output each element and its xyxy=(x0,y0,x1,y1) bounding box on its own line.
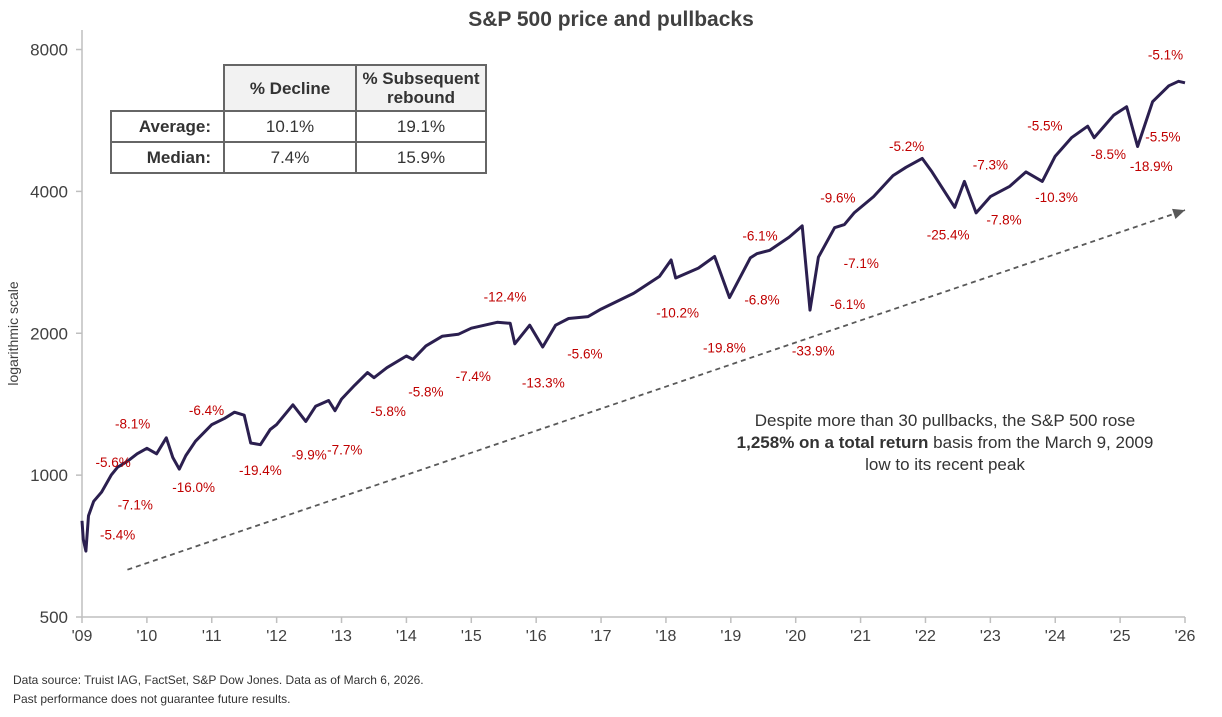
pullback-label: -33.9% xyxy=(792,343,835,358)
x-tick-label: '19 xyxy=(720,628,741,645)
pullback-label: -19.4% xyxy=(239,463,282,478)
chart-title: S&P 500 price and pullbacks xyxy=(468,8,754,31)
table-row: Average: 10.1% 19.1% xyxy=(110,110,487,143)
pullback-label: -5.5% xyxy=(1145,130,1180,145)
annotation-note: Despite more than 30 pullbacks, the S&P … xyxy=(735,410,1155,476)
header-rebound: % Subsequent rebound xyxy=(355,64,487,112)
pullback-label: -6.1% xyxy=(830,297,865,312)
y-tick-label: 4000 xyxy=(30,182,68,201)
x-tick-label: '24 xyxy=(1045,628,1066,645)
header-decline: % Decline xyxy=(223,64,357,112)
y-axis-label: logarithmic scale xyxy=(5,281,21,385)
pullback-label: -7.7% xyxy=(327,443,362,458)
x-tick-label: '22 xyxy=(915,628,936,645)
pullback-label: -7.1% xyxy=(118,498,153,513)
average-decline: 10.1% xyxy=(223,110,357,143)
y-tick-label: 1000 xyxy=(30,466,68,485)
pullback-label: -6.1% xyxy=(742,228,777,243)
trend-arrow-line xyxy=(127,209,1186,571)
x-tick-label: '20 xyxy=(785,628,806,645)
x-tick-label: '25 xyxy=(1110,628,1131,645)
pullback-label: -7.4% xyxy=(456,369,491,384)
pullback-label: -18.9% xyxy=(1130,159,1173,174)
pullback-label: -7.8% xyxy=(986,213,1021,228)
pullback-label: -10.2% xyxy=(656,306,699,321)
pullback-label: -16.0% xyxy=(172,480,215,495)
pullback-label: -8.1% xyxy=(115,417,150,432)
x-tick-label: '13 xyxy=(331,628,352,645)
pullback-label: -5.8% xyxy=(408,384,443,399)
price-line xyxy=(80,79,1186,553)
pullback-label: -5.2% xyxy=(889,139,924,154)
pullback-label: -9.9% xyxy=(291,447,326,462)
average-rebound: 19.1% xyxy=(355,110,487,143)
x-tick-label: '23 xyxy=(980,628,1001,645)
pullback-label: -5.1% xyxy=(1148,47,1183,62)
row-label-average: Average: xyxy=(110,110,225,143)
pullback-label: -12.4% xyxy=(484,290,527,305)
pullback-label: -7.1% xyxy=(844,256,879,271)
pullback-label: -5.5% xyxy=(1027,119,1062,134)
pullback-label: -6.4% xyxy=(189,403,224,418)
x-tick-label: '17 xyxy=(591,628,612,645)
pullback-label: -13.3% xyxy=(522,375,565,390)
y-tick-label: 8000 xyxy=(30,41,68,60)
x-tick-label: '11 xyxy=(202,628,222,645)
y-tick-label: 2000 xyxy=(30,324,68,343)
pullback-label: -19.8% xyxy=(703,341,746,356)
median-rebound: 15.9% xyxy=(355,141,487,174)
header-rebound-line2: rebound xyxy=(387,88,455,107)
pullback-label: -5.6% xyxy=(567,346,602,361)
x-tick-label: '26 xyxy=(1175,628,1196,645)
x-tick-label: '12 xyxy=(266,628,287,645)
note-bold: 1,258% on a total return xyxy=(736,433,929,452)
pullback-label: -5.6% xyxy=(96,455,131,470)
x-tick-label: '18 xyxy=(656,628,677,645)
pullback-label: -25.4% xyxy=(927,228,970,243)
pullback-label: -10.3% xyxy=(1035,190,1078,205)
note-text-1: Despite more than 30 pullbacks, the S&P … xyxy=(754,411,1136,430)
row-label-median: Median: xyxy=(110,141,225,174)
pullback-label: -6.8% xyxy=(744,293,779,308)
pullback-label: -7.3% xyxy=(973,158,1008,173)
median-decline: 7.4% xyxy=(223,141,357,174)
x-tick-label: '10 xyxy=(136,628,157,645)
pullback-label: -5.4% xyxy=(100,528,135,543)
pullback-label: -8.5% xyxy=(1091,147,1126,162)
table-row: Median: 7.4% 15.9% xyxy=(110,141,487,174)
note-text-2: basis from the March 9, 2009 low to its … xyxy=(865,433,1154,474)
y-tick-label: 500 xyxy=(40,608,68,627)
x-tick-label: '09 xyxy=(72,628,93,645)
pullback-label: -5.8% xyxy=(371,404,406,419)
trend-arrow-head xyxy=(1172,208,1185,219)
footer-source: Data source: Truist IAG, FactSet, S&P Do… xyxy=(13,673,424,687)
x-tick-label: '16 xyxy=(526,628,547,645)
x-tick-label: '21 xyxy=(850,628,871,645)
pullback-label: -9.6% xyxy=(820,190,855,205)
footer-disclaimer: Past performance does not guarantee futu… xyxy=(13,692,291,706)
x-tick-label: '15 xyxy=(461,628,482,645)
header-rebound-line1: % Subsequent xyxy=(362,69,480,88)
pullback-stats-table: % Decline % Subsequent rebound Average: … xyxy=(110,64,487,174)
x-tick-label: '14 xyxy=(396,628,417,645)
table-header-row: % Decline % Subsequent rebound xyxy=(111,64,487,112)
